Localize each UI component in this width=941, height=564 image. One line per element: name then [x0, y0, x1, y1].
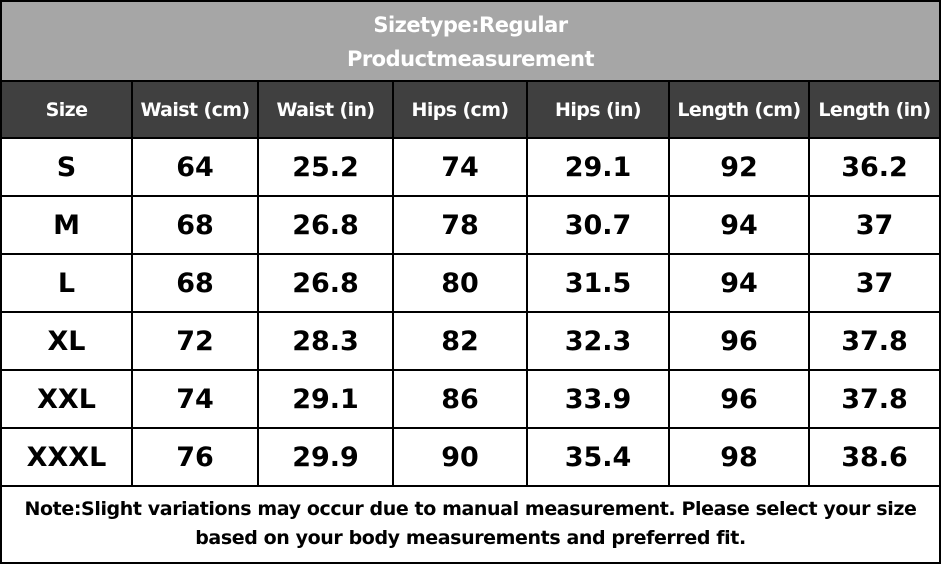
table-cell: 26.8	[257, 253, 394, 313]
table-cell: 74	[392, 138, 528, 197]
column-header: Length (cm)	[668, 82, 810, 139]
table-cell: 35.4	[526, 427, 670, 487]
table-cell: 38.6	[808, 427, 939, 487]
table-cell: XXL	[2, 369, 133, 429]
table-cell: 29.1	[526, 138, 670, 197]
size-table: Size Waist (cm) Waist (in) Hips (cm) Hips (i…	[2, 82, 939, 487]
table-cell: 94	[668, 195, 810, 255]
table-cell: 94	[668, 253, 810, 313]
table-cell: 82	[392, 311, 528, 371]
table-cell: 37	[808, 195, 939, 255]
subtitle: Productmeasurement	[346, 47, 595, 71]
table-cell: S	[2, 138, 133, 197]
header-row: Size Waist (cm) Waist (in) Hips (cm) Hips (i…	[2, 82, 939, 139]
column-header: Hips (cm)	[392, 82, 528, 139]
table-cell: 86	[392, 369, 528, 429]
column-header: Waist (in)	[257, 82, 394, 139]
column-header: Hips (in)	[526, 82, 670, 139]
note: Note:Slight variations may occur due to …	[2, 487, 939, 553]
table-cell: 96	[668, 311, 810, 371]
table-cell: 74	[131, 369, 259, 429]
table-row: L 68 26.8 80 31.5 94 37	[2, 253, 939, 313]
table-cell: 25.2	[257, 138, 394, 197]
note-line: Note:Slight variations may occur due to …	[24, 498, 917, 520]
table-cell: 29.1	[257, 369, 394, 429]
table-cell: XXXL	[2, 427, 133, 487]
table-row: XL 72 28.3 82 32.3 96 37.8	[2, 311, 939, 371]
table-cell: 90	[392, 427, 528, 487]
table-cell: 26.8	[257, 195, 394, 255]
table-row: XXXL 76 29.9 90 35.4 98 38.6	[2, 427, 939, 487]
table-cell: 68	[131, 195, 259, 255]
table-cell: 64	[131, 138, 259, 197]
table-cell: XL	[2, 311, 133, 371]
table-row: M 68 26.8 78 30.7 94 37	[2, 195, 939, 255]
table-cell: 96	[668, 369, 810, 429]
table-cell: 36.2	[808, 138, 939, 197]
table-cell: 80	[392, 253, 528, 313]
table-cell: 29.9	[257, 427, 394, 487]
table-cell: 92	[668, 138, 810, 197]
table-cell: M	[2, 195, 133, 255]
title-band: Sizetype:Regular Productmeasurement	[2, 2, 939, 82]
table-cell: 37	[808, 253, 939, 313]
table-cell: L	[2, 253, 133, 313]
table-cell: 98	[668, 427, 810, 487]
table-cell: 31.5	[526, 253, 670, 313]
table-cell: 28.3	[257, 311, 394, 371]
note-line: based on your body measurements and pref…	[195, 527, 746, 549]
column-header: Length (in)	[808, 82, 939, 139]
table-cell: 76	[131, 427, 259, 487]
table-cell: 68	[131, 253, 259, 313]
table-body: S 64 25.2 74 29.1 92 36.2 M 68 26.8 78 30.7 94 37 L 68 2…	[2, 138, 939, 487]
table-cell: 37.8	[808, 369, 939, 429]
table-cell: 37.8	[808, 311, 939, 371]
table-cell: 33.9	[526, 369, 670, 429]
table-cell: 32.3	[526, 311, 670, 371]
table-cell: 72	[131, 311, 259, 371]
table-head: Size Waist (cm) Waist (in) Hips (cm) Hips (i…	[2, 82, 939, 139]
table-cell: 30.7	[526, 195, 670, 255]
table-row: S 64 25.2 74 29.1 92 36.2	[2, 138, 939, 197]
column-header: Waist (cm)	[131, 82, 259, 139]
title: Sizetype:Regular	[373, 13, 568, 37]
table-cell: 78	[392, 195, 528, 255]
column-header: Size	[2, 82, 133, 139]
table-row: XXL 74 29.1 86 33.9 96 37.8	[2, 369, 939, 429]
